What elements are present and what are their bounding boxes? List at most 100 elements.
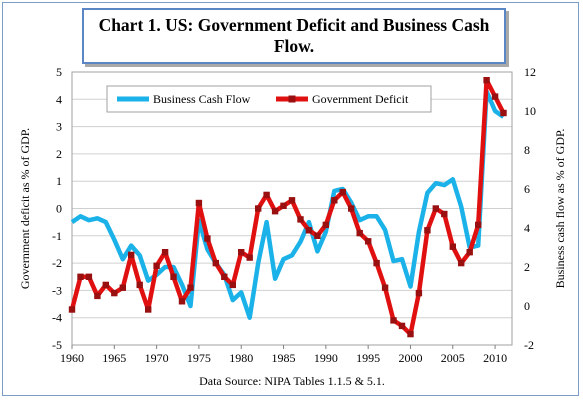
data-point-government-deficit [161,249,169,256]
series-line-government-deficit [69,77,506,337]
x-tick-label: 1970 [145,351,169,365]
data-point-government-deficit [119,284,126,291]
data-point-government-deficit [288,197,296,204]
data-point-government-deficit [458,259,465,267]
data-point-government-deficit [212,259,219,267]
chart-title: Chart 1. US: Government Deficit and Busi… [98,15,490,56]
data-point-government-deficit [85,273,93,280]
x-tick-label: 2010 [483,351,507,365]
data-point-government-deficit [170,273,177,280]
data-point-government-deficit [111,289,118,297]
chart-title-box: Chart 1. US: Government Deficit and Busi… [82,8,506,64]
y-left-tick-label: -2 [52,256,62,270]
legend-marker-government-deficit [288,95,296,103]
data-point-government-deficit [373,259,380,267]
legend-label-business-cash-flow: Business Cash Flow [153,92,251,106]
data-point-government-deficit [195,199,203,207]
y-right-axis-title: Business cash flow as % of GDP. [553,129,567,289]
data-point-government-deficit [204,235,211,242]
y-left-tick-label: -5 [52,338,62,352]
data-source-note: Data Source: NIPA Tables 1.1.5 & 5.1. [199,374,385,388]
data-point-government-deficit [305,227,313,234]
y-left-tick-label: -4 [52,311,62,325]
y-right-tick-label: 2 [524,260,530,274]
data-point-government-deficit [348,205,355,212]
data-point-government-deficit [297,216,304,223]
y-left-tick-label: -1 [52,229,62,243]
data-point-government-deficit [77,273,84,280]
data-point-government-deficit [483,77,490,84]
x-tick-label: 1980 [229,351,253,365]
data-point-government-deficit [407,330,414,338]
data-point-government-deficit [356,229,363,237]
legend-box [106,85,432,113]
data-point-government-deficit [500,109,507,117]
data-point-government-deficit [68,306,76,313]
data-point-government-deficit [221,273,228,280]
x-tick-label: 1985 [272,351,296,365]
data-point-government-deficit [94,292,101,300]
y-right-tick-label: 4 [524,221,530,235]
data-point-government-deficit [424,227,431,234]
data-point-government-deficit [229,281,236,289]
data-point-government-deficit [263,191,270,199]
data-point-government-deficit [271,208,279,215]
y-right-tick-label: 10 [524,104,536,118]
x-tick-label: 1990 [314,351,338,365]
data-point-government-deficit [365,238,372,245]
x-tick-label: 1960 [60,351,84,365]
plot-area-border [71,71,513,346]
data-point-government-deficit [314,232,321,239]
legend-label-government-deficit: Government Deficit [312,92,409,106]
data-point-government-deficit [128,251,135,259]
y-right-axis-ticks: -2 0 2 4 6 8 10 12 [524,65,536,352]
x-tick-label: 1995 [356,351,380,365]
data-point-government-deficit [153,262,160,269]
y-left-tick-label: 5 [56,65,62,79]
data-point-government-deficit [381,284,389,291]
series-group [68,77,507,338]
data-point-government-deficit [475,221,482,229]
data-point-government-deficit [255,205,262,212]
data-point-government-deficit [280,202,287,209]
data-point-government-deficit [187,284,194,291]
series-line-business-cash-flow [70,89,505,320]
y-left-axis-ticks: -5 -4 -3 -2 -1 0 1 2 3 4 5 [52,65,62,352]
y-right-tick-label: 12 [524,65,536,79]
y-left-tick-label: 0 [56,202,62,216]
y-left-tick-label: 3 [56,120,62,134]
y-right-tick-label: 6 [524,182,530,196]
y-right-tick-label: 8 [524,143,530,157]
data-point-government-deficit [102,281,109,289]
data-point-government-deficit [246,254,253,261]
y-left-tick-label: 1 [56,174,62,188]
data-point-government-deficit [415,289,423,297]
data-point-government-deficit [322,221,329,229]
x-tick-label: 2005 [441,351,465,365]
y-right-tick-label: 0 [524,299,530,313]
data-point-government-deficit [331,197,338,204]
data-point-government-deficit [145,306,152,313]
data-point-government-deficit [466,249,473,256]
y-right-tick-label: -2 [524,338,534,352]
data-point-government-deficit [449,243,456,250]
data-point-government-deficit [441,210,448,218]
grid-lines [72,71,512,346]
y-left-tick-label: -3 [52,283,62,297]
data-point-government-deficit [238,249,245,256]
y-left-tick-label: 2 [56,147,62,161]
x-tick-label: 1975 [187,351,211,365]
data-point-government-deficit [136,281,143,289]
data-point-government-deficit [339,188,346,196]
y-left-tick-label: 4 [56,92,62,106]
legend: Business Cash Flow Government Deficit [106,85,432,113]
data-point-government-deficit [178,298,186,305]
x-tick-label: 1965 [102,351,126,365]
data-point-government-deficit [390,317,397,324]
x-axis-ticks: 1960 1965 1970 1975 1980 1985 1990 1995 2000 2005… [60,345,507,365]
data-point-government-deficit [491,93,499,100]
x-tick-label: 2000 [398,351,422,365]
data-point-government-deficit [432,205,439,212]
data-point-government-deficit [398,322,406,330]
